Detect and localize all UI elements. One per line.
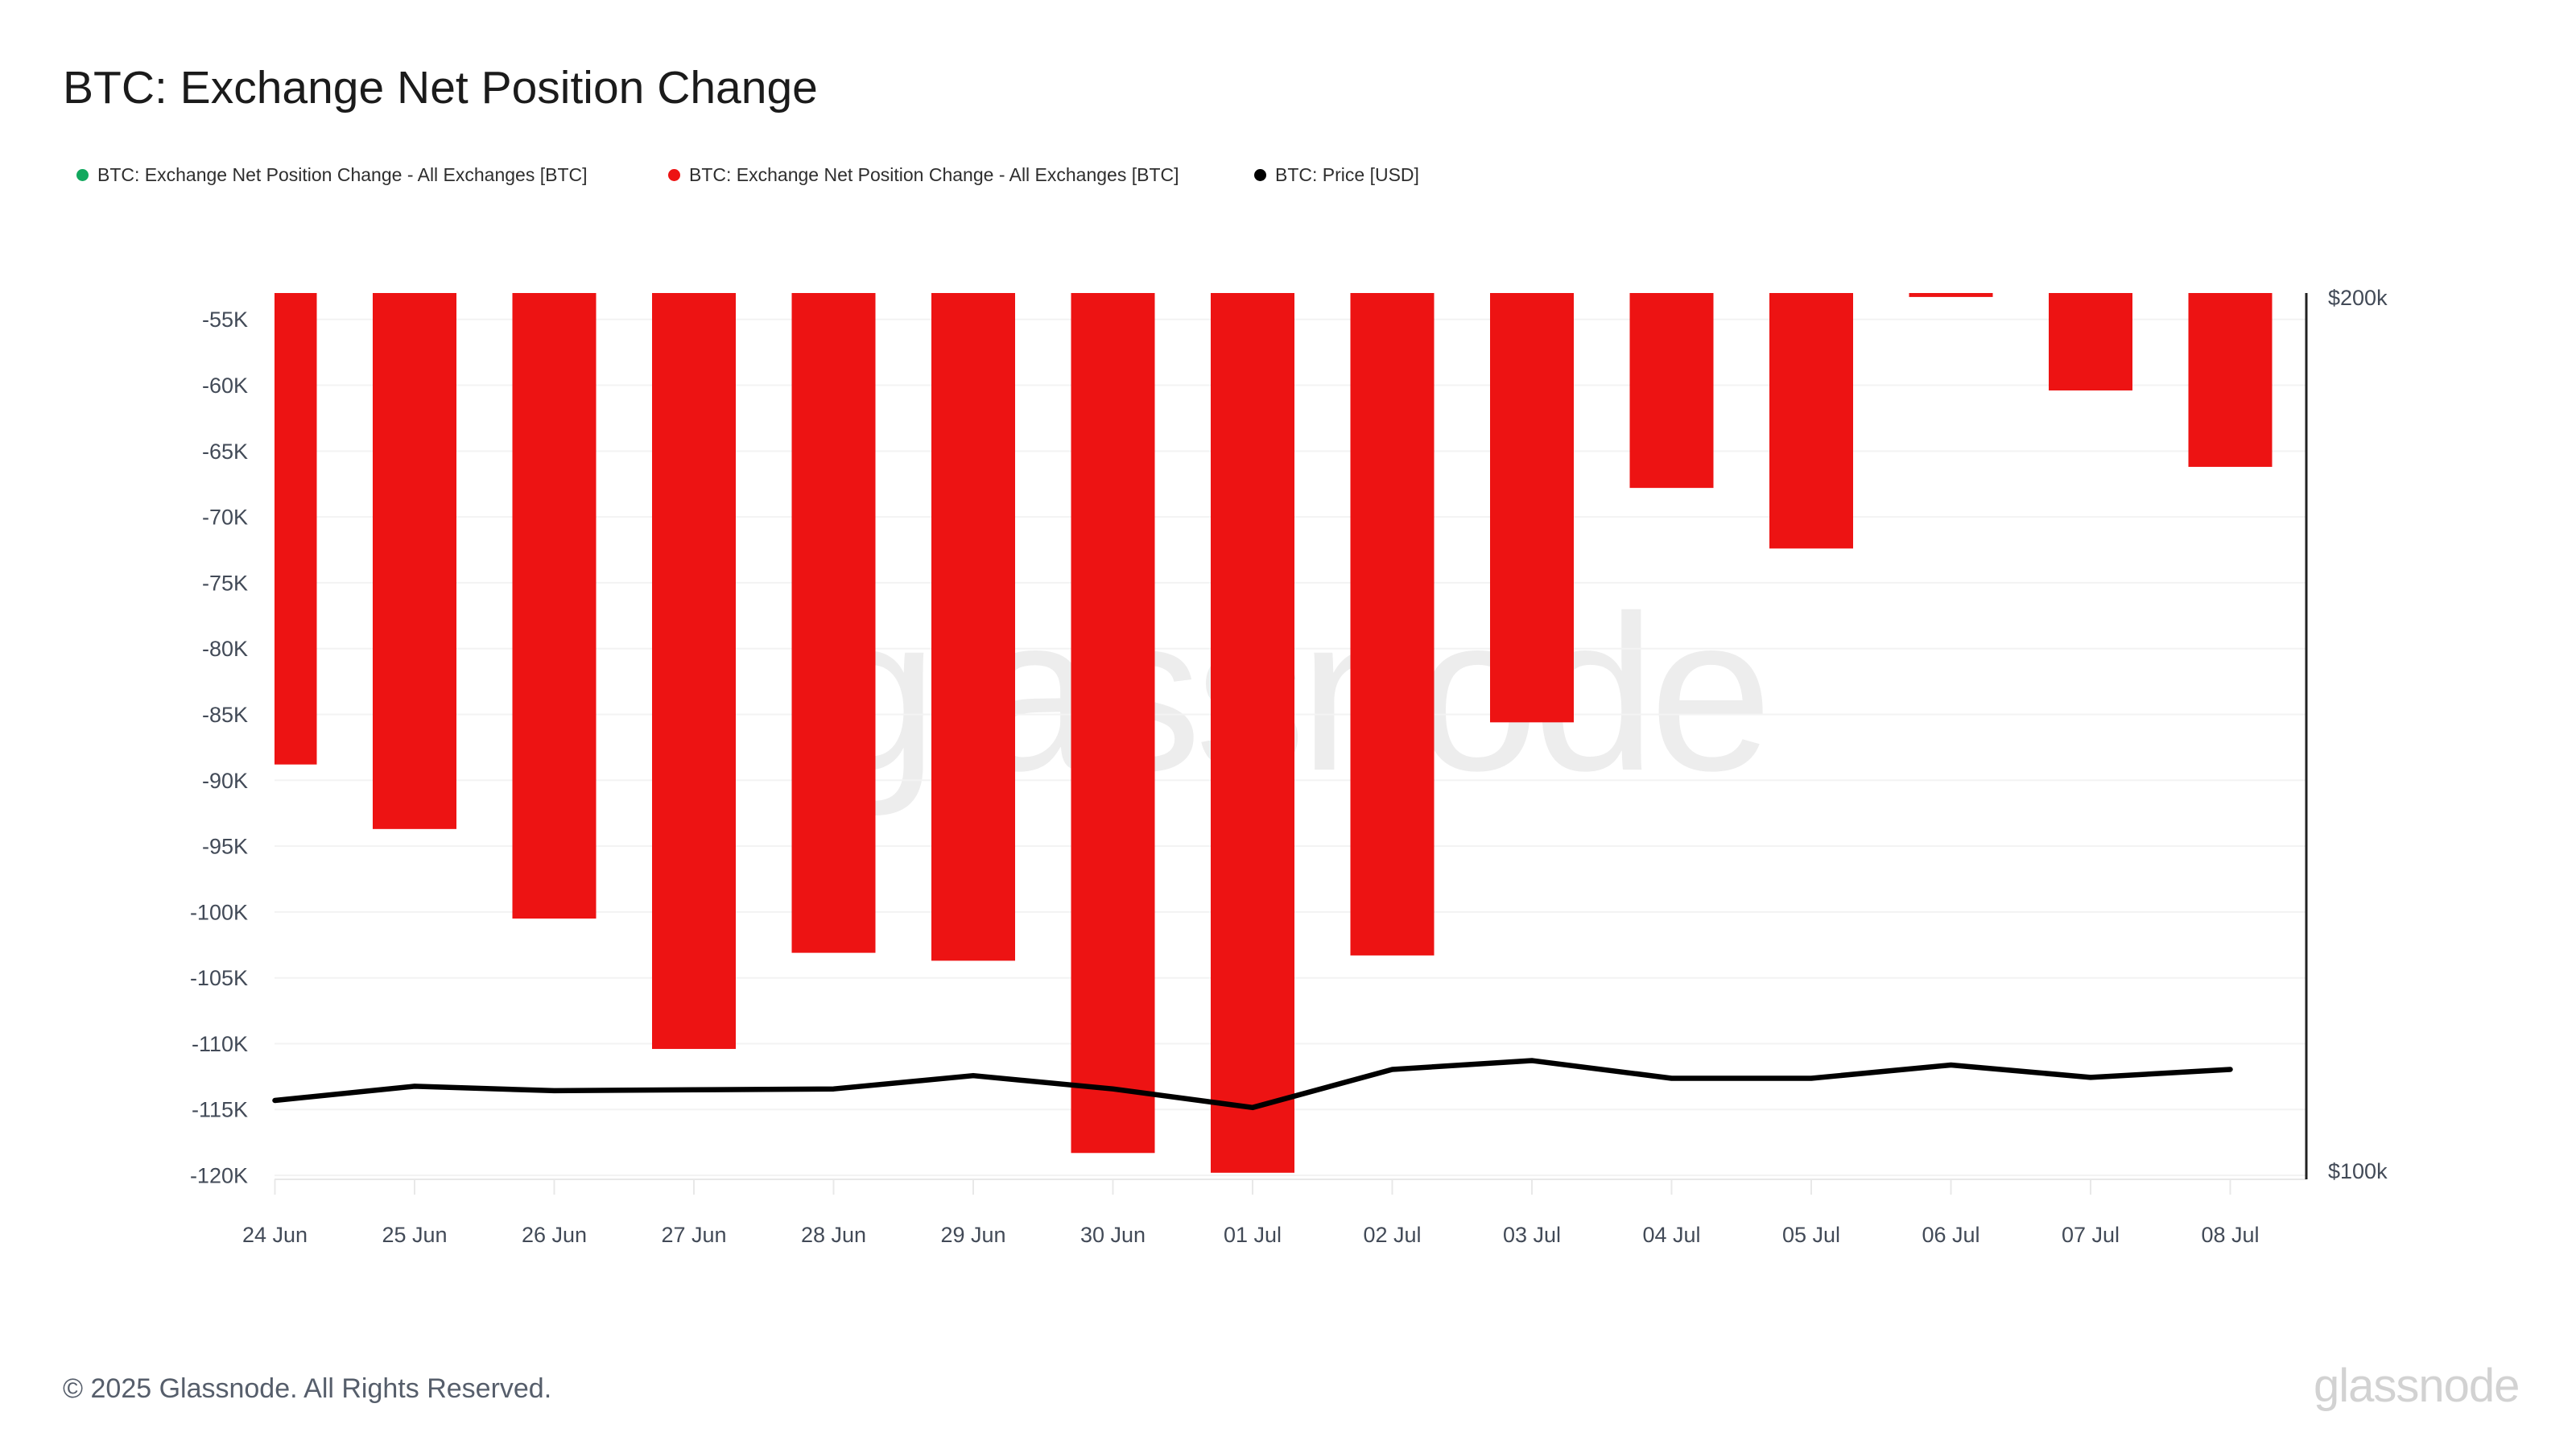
y-axis-tick-label: -105K	[190, 966, 248, 990]
x-axis-tick-label: 30 Jun	[1080, 1223, 1146, 1247]
x-axis-tick-label: 05 Jul	[1782, 1223, 1840, 1247]
red-dot-icon	[668, 169, 680, 181]
x-axis-tick-label: 28 Jun	[801, 1223, 866, 1247]
bar-24-jun	[275, 293, 317, 765]
x-axis-tick-label: 25 Jun	[382, 1223, 447, 1247]
y-axis-tick-label: -120K	[190, 1164, 248, 1188]
x-axis-tick-label: 29 Jun	[940, 1223, 1005, 1247]
y-axis-tick-label: -85K	[202, 703, 248, 727]
x-axis-tick-label: 07 Jul	[2062, 1223, 2120, 1247]
legend-label: BTC: Price [USD]	[1275, 164, 1419, 185]
y-axis-tick-label: -80K	[202, 637, 248, 661]
bar-08-jul	[2188, 293, 2273, 467]
bar-28-jun	[791, 293, 876, 953]
x-axis-tick-label: 04 Jul	[1642, 1223, 1700, 1247]
bar-04-jul	[1629, 293, 1714, 489]
x-axis-tick-label: 27 Jun	[661, 1223, 726, 1247]
legend-label: BTC: Exchange Net Position Change - All …	[97, 164, 588, 185]
legend-item-btc-price[interactable]: BTC: Price [USD]	[1254, 164, 1419, 186]
x-axis-tick-label: 06 Jul	[1922, 1223, 1979, 1247]
bar-25-jun	[373, 293, 456, 829]
green-dot-icon	[76, 169, 89, 181]
price-line	[272, 1058, 2233, 1111]
y-axis-tick-label: -75K	[202, 571, 248, 595]
y-axis-tick-label: -55K	[202, 308, 248, 332]
legend-label: BTC: Exchange Net Position Change - All …	[689, 164, 1179, 185]
bar-30-jun	[1071, 293, 1155, 1154]
page-title: BTC: Exchange Net Position Change	[63, 62, 818, 114]
bar-03-jul	[1490, 293, 1574, 723]
bar-26-jun	[512, 293, 597, 919]
y-axis-tick-label: -65K	[202, 440, 248, 464]
y-axis-tick-label: -70K	[202, 506, 248, 530]
legend-item-net-position-change-red[interactable]: BTC: Exchange Net Position Change - All …	[668, 164, 1179, 186]
x-axis-tick-label: 26 Jun	[522, 1223, 587, 1247]
bar-05-jul	[1769, 293, 1853, 549]
bar-29-jun	[931, 293, 1015, 961]
legend-item-net-position-change-green[interactable]: BTC: Exchange Net Position Change - All …	[76, 164, 588, 186]
y-axis-tick-label: -90K	[202, 769, 248, 793]
x-axis-tick-label: 24 Jun	[242, 1223, 308, 1247]
y-axis-tick-label: -95K	[202, 835, 248, 859]
chart-legend: BTC: Exchange Net Position Change - All …	[0, 164, 2576, 193]
y-axis-tick-label: -60K	[202, 374, 248, 398]
bar-06-jul	[1909, 293, 1993, 297]
x-axis-tick-label: 03 Jul	[1503, 1223, 1561, 1247]
black-dot-icon	[1254, 169, 1266, 181]
y-axis-tick-label: -110K	[192, 1032, 248, 1056]
copyright-text: © 2025 Glassnode. All Rights Reserved.	[63, 1373, 552, 1404]
bar-01-jul	[1211, 293, 1294, 1173]
glassnode-logo: glassnode	[2314, 1360, 2520, 1412]
x-axis-tick-label: 08 Jul	[2201, 1223, 2259, 1247]
y-axis-tick-label: -115K	[192, 1098, 248, 1122]
right-axis-tick-label: $200k	[2328, 286, 2388, 310]
bar-07-jul	[2049, 293, 2132, 391]
bar-27-jun	[652, 293, 736, 1050]
x-axis-tick-label: 02 Jul	[1363, 1223, 1421, 1247]
x-axis-tick-label: 01 Jul	[1224, 1223, 1282, 1247]
bar-02-jul	[1350, 293, 1435, 956]
y-axis-tick-label: -100K	[190, 900, 248, 924]
right-axis-tick-label: $100k	[2328, 1159, 2388, 1183]
